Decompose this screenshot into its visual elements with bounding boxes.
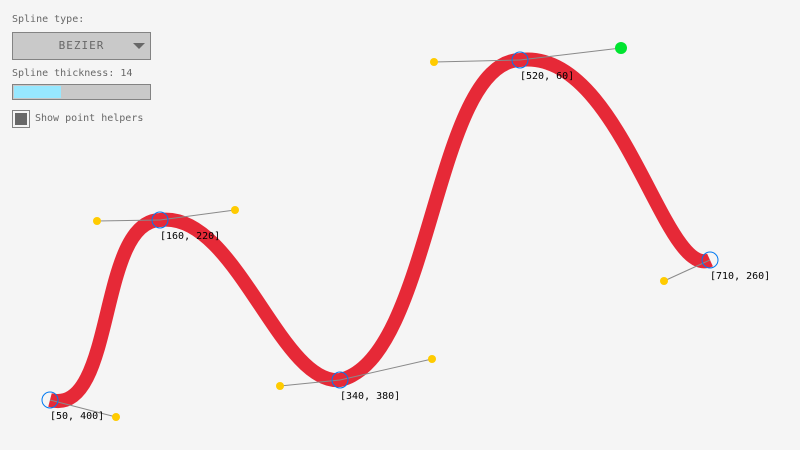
- point-label: [710, 260]: [710, 271, 770, 282]
- slider-fill: [14, 86, 62, 98]
- spline-point[interactable]: [41, 391, 59, 409]
- control-handle[interactable]: [93, 217, 101, 225]
- control-handle[interactable]: [428, 355, 436, 363]
- spline-point[interactable]: [331, 371, 349, 389]
- checkbox-check: [15, 113, 27, 125]
- control-handle[interactable]: [660, 277, 668, 285]
- control-handle[interactable]: [231, 206, 239, 214]
- helper-line: [519, 47, 622, 61]
- spline-point[interactable]: [701, 251, 719, 269]
- helper-line: [96, 219, 161, 222]
- control-handle[interactable]: [112, 413, 120, 421]
- spline-point[interactable]: [151, 211, 169, 229]
- helper-line: [159, 209, 236, 221]
- point-label: [520, 60]: [520, 71, 574, 82]
- point-label: [50, 400]: [50, 411, 104, 422]
- control-handle[interactable]: [615, 42, 627, 54]
- spline-type-value: BEZIER: [58, 39, 105, 52]
- spline-point[interactable]: [511, 51, 529, 69]
- helper-line: [279, 379, 341, 387]
- dropdown-arrow-icon: [133, 43, 145, 49]
- helper-line: [339, 358, 433, 381]
- spline-type-dropdown[interactable]: BEZIER: [12, 32, 151, 60]
- show-helpers-label: Show point helpers: [35, 113, 144, 124]
- point-label: [340, 380]: [340, 391, 400, 402]
- thickness-label: Spline thickness: 14: [12, 68, 133, 79]
- spline-curve: [48, 52, 713, 408]
- control-handle[interactable]: [276, 382, 284, 390]
- spline-type-label: Spline type:: [12, 14, 85, 25]
- show-helpers-checkbox[interactable]: [12, 110, 30, 128]
- helper-line: [433, 59, 521, 63]
- helper-line: [49, 399, 117, 418]
- control-handle[interactable]: [430, 58, 438, 66]
- point-label: [160, 220]: [160, 231, 220, 242]
- thickness-slider[interactable]: [12, 84, 151, 100]
